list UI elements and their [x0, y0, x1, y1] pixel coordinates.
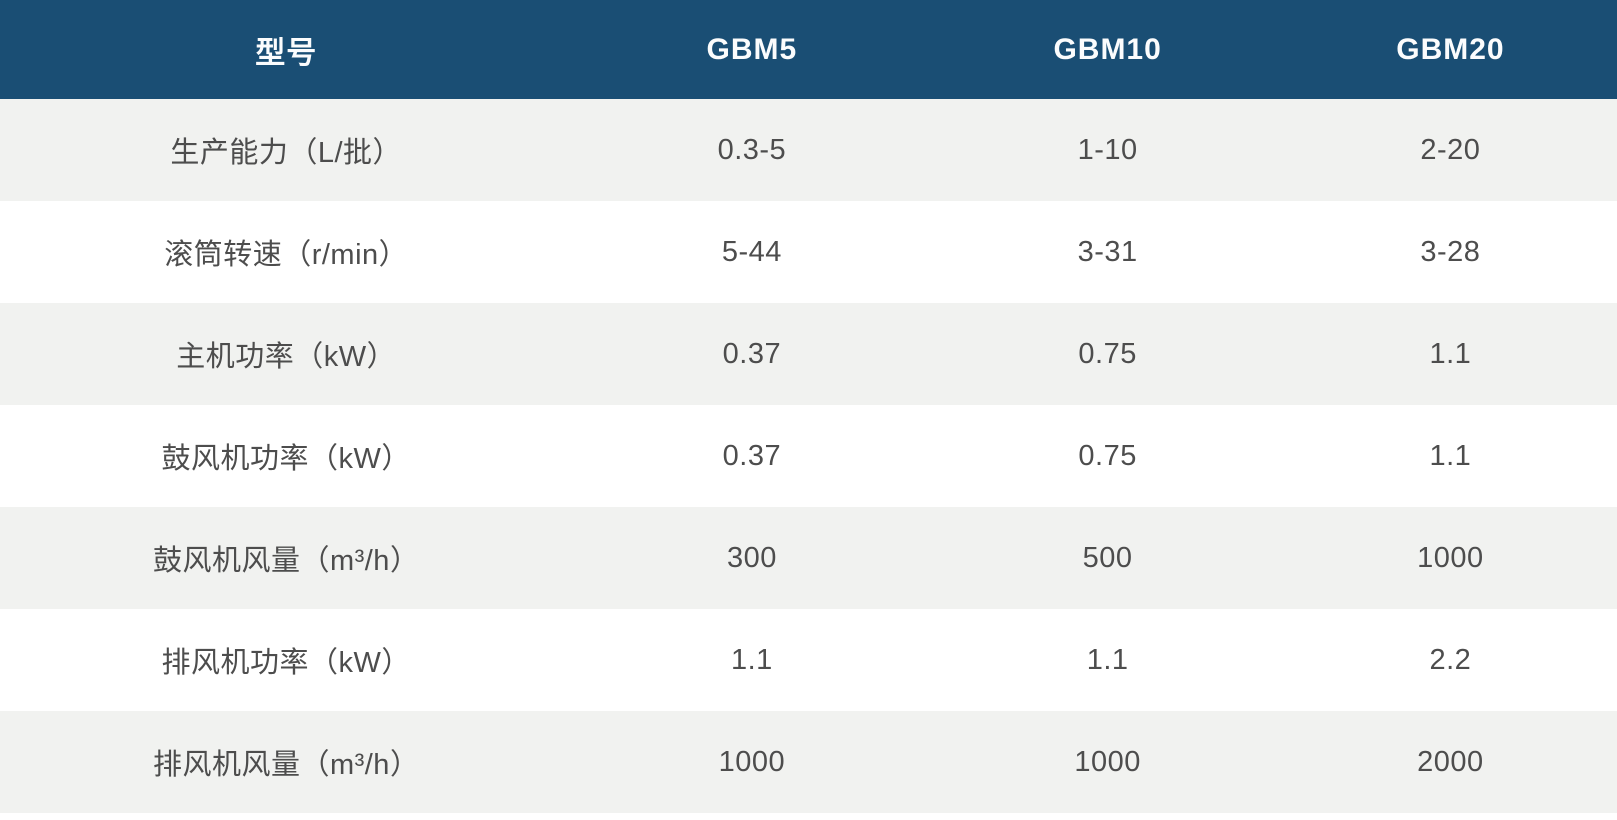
row-label: 生产能力（L/批） [170, 137, 403, 169]
cell-value: 0.75 [1078, 439, 1137, 472]
table-row-blower-power: 鼓风机功率（kW） 0.37 0.75 1.1 [0, 405, 1617, 507]
header-cell-gbm5: GBM5 [706, 32, 798, 66]
cell-value: 2000 [1417, 745, 1484, 778]
cell-value: 0.3-5 [717, 133, 787, 166]
cell-value: 2.2 [1429, 643, 1472, 676]
header-cell-gbm10: GBM10 [1053, 32, 1162, 66]
cell-value: 1000 [718, 745, 786, 778]
cell-value: 1.1 [1429, 337, 1472, 370]
cell-value: 1.1 [730, 643, 773, 676]
cell-value: 500 [1082, 541, 1133, 574]
cell-value: 1000 [1074, 745, 1141, 778]
cell-value: 5-44 [721, 235, 782, 268]
table-header-row: 型号 GBM5 GBM10 GBM20 [0, 0, 1617, 99]
row-label: 滚筒转速（r/min） [164, 239, 409, 271]
row-label: 主机功率（kW） [176, 341, 397, 373]
cell-value: 3-31 [1077, 235, 1138, 268]
table-row-main-power: 主机功率（kW） 0.37 0.75 1.1 [0, 303, 1617, 405]
table-row-blower-airflow: 鼓风机风量（m³/h） 300 500 1000 [0, 507, 1617, 609]
table-row-capacity: 生产能力（L/批） 0.3-5 1-10 2-20 [0, 99, 1617, 201]
cell-value: 1.1 [1429, 439, 1472, 472]
cell-value: 1-10 [1077, 133, 1138, 166]
row-label: 排风机功率（kW） [161, 647, 411, 679]
header-cell-model: 型号 [255, 36, 318, 70]
cell-value: 300 [726, 541, 777, 574]
cell-value: 3-28 [1420, 235, 1481, 268]
cell-value: 0.37 [722, 439, 782, 472]
cell-value: 0.37 [722, 337, 782, 370]
table-row-exhaust-airflow: 排风机风量（m³/h） 1000 1000 2000 [0, 711, 1617, 813]
row-label: 排风机风量（m³/h） [152, 749, 420, 781]
cell-value: 1000 [1417, 541, 1484, 574]
table-row-drum-speed: 滚筒转速（r/min） 5-44 3-31 3-28 [0, 201, 1617, 303]
header-cell-gbm20: GBM20 [1396, 32, 1505, 66]
table-row-exhaust-power: 排风机功率（kW） 1.1 1.1 2.2 [0, 609, 1617, 711]
cell-value: 2-20 [1420, 133, 1481, 166]
row-label: 鼓风机风量（m³/h） [152, 545, 420, 577]
row-label: 鼓风机功率（kW） [161, 443, 411, 475]
cell-value: 0.75 [1078, 337, 1137, 370]
cell-value: 1.1 [1086, 643, 1129, 676]
